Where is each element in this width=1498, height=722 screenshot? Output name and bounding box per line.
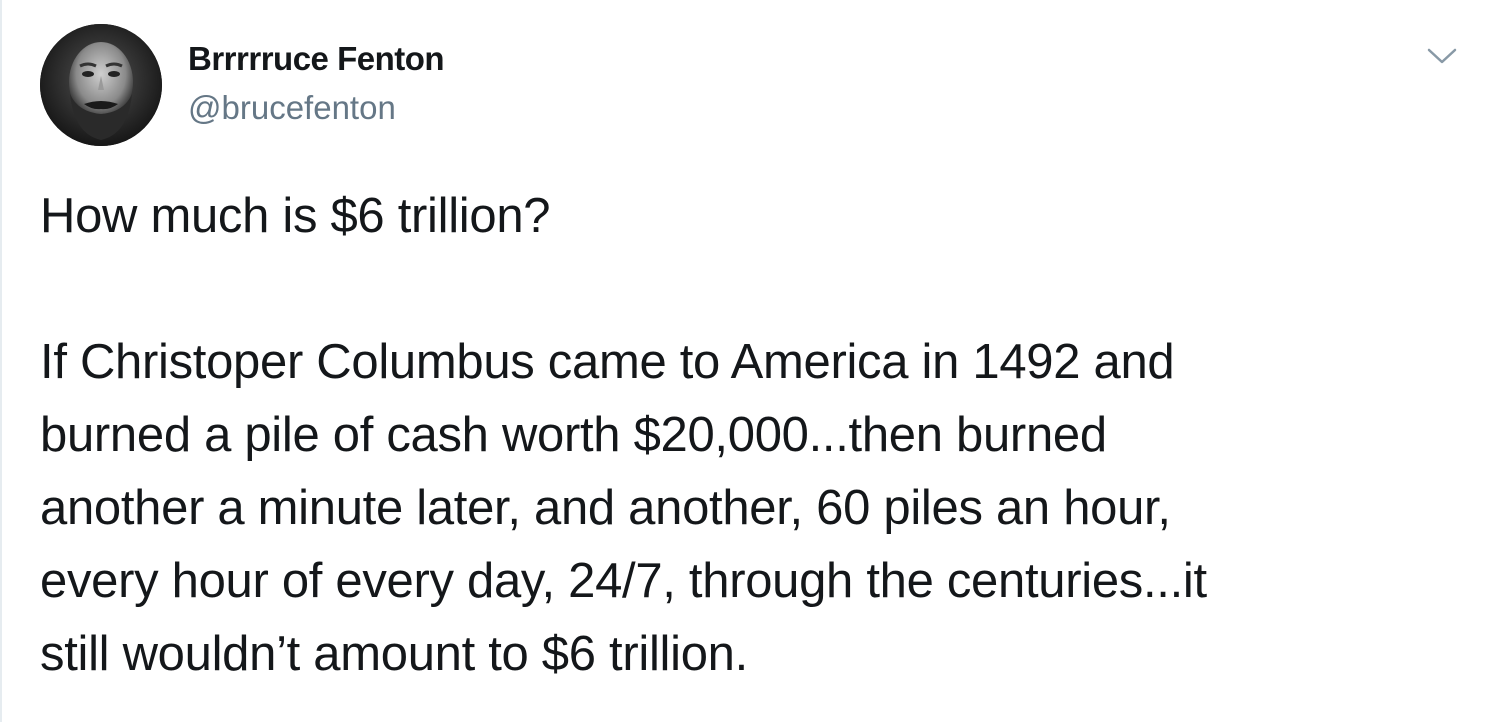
tweet-menu-button[interactable]	[1420, 34, 1464, 78]
tweet-text-paragraph: If Christoper Columbus came to America i…	[40, 335, 1207, 681]
avatar[interactable]	[40, 24, 162, 146]
tweet-text: How much is $6 trillion? If Christoper C…	[40, 180, 1460, 691]
author-handle[interactable]: @brucefenton	[188, 89, 396, 126]
author-display-name[interactable]: Brrrrruce Fenton	[188, 40, 445, 77]
card-left-border	[0, 0, 2, 722]
tweet-text-line: How much is $6 trillion?	[40, 189, 551, 243]
chevron-down-icon	[1427, 48, 1457, 64]
avatar-photo-icon	[40, 24, 162, 146]
